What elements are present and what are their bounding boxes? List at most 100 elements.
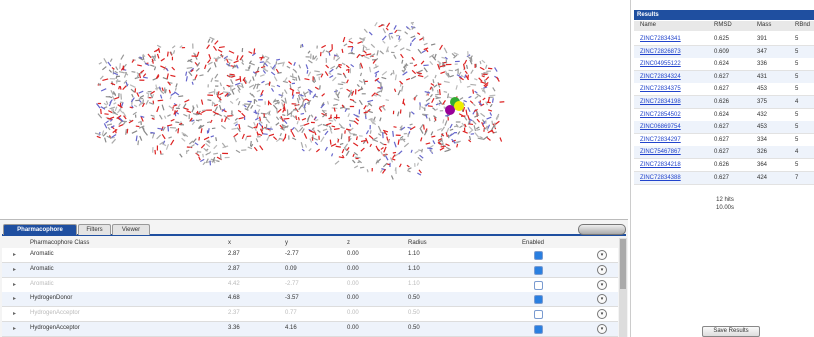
compound-link[interactable]: ZINC72826873 (640, 49, 681, 55)
atom-bond (155, 150, 156, 154)
row-menu-button[interactable]: ▾ (597, 280, 607, 290)
atom-bond (383, 163, 387, 167)
atom-bond (330, 140, 331, 145)
atom-bond (441, 146, 446, 147)
atom-bond (389, 140, 390, 144)
atom-bond (428, 106, 433, 107)
atom-bond (161, 92, 163, 94)
atom-bond (210, 37, 215, 39)
atom-bond (257, 114, 258, 118)
results-cell: 5 (795, 124, 798, 130)
compound-link[interactable]: ZINC04955122 (640, 61, 681, 67)
atom-bond (348, 95, 349, 98)
expand-icon[interactable]: ▸ (13, 251, 16, 258)
compound-link[interactable]: ZINC72834341 (640, 36, 681, 42)
atom-bond (238, 110, 241, 112)
atom-bond (448, 97, 453, 98)
atom-bond (344, 44, 347, 46)
enabled-checkbox[interactable] (534, 251, 543, 260)
results-cell: 0.627 (714, 86, 729, 92)
scrollbar[interactable] (619, 238, 627, 337)
atom-bond (393, 70, 394, 74)
atom-bond (405, 32, 408, 34)
expand-icon[interactable]: ▸ (13, 310, 16, 317)
atom-bond (370, 130, 371, 133)
atom-bond (480, 67, 484, 69)
results-cell: 0.626 (714, 99, 729, 105)
compound-link[interactable]: ZINC72854502 (640, 112, 681, 118)
atom-bond (250, 63, 255, 65)
expand-icon[interactable]: ▸ (13, 295, 16, 302)
atom-bond (214, 145, 217, 148)
atom-bond (157, 45, 161, 47)
atom-bond (360, 73, 361, 76)
tab[interactable]: Viewer (112, 224, 150, 235)
atom-bond (332, 126, 335, 127)
expand-icon[interactable]: ▸ (13, 281, 16, 288)
row-menu-button[interactable]: ▾ (597, 265, 607, 275)
atom-bond (475, 133, 479, 138)
atom-bond (121, 55, 124, 60)
atom-bond (391, 158, 393, 163)
compound-link[interactable]: ZINC72834388 (640, 175, 681, 181)
save-results-button[interactable]: Save Results (702, 326, 760, 337)
atom-bond (356, 118, 359, 121)
atom-bond (469, 130, 473, 134)
compound-link[interactable]: ZINC72834218 (640, 162, 681, 168)
expand-icon[interactable]: ▸ (13, 325, 16, 332)
panel-button[interactable] (578, 224, 626, 235)
atom-bond (102, 79, 108, 80)
atom-bond (341, 82, 345, 83)
compound-link[interactable]: ZINC06869754 (640, 124, 681, 130)
row-menu-button[interactable]: ▾ (597, 250, 607, 260)
atom-bond (353, 101, 356, 103)
atom-bond (295, 128, 299, 132)
atom-bond (231, 79, 233, 84)
atom-bond (459, 72, 461, 75)
tab[interactable]: Pharmacophore (3, 224, 77, 235)
atom-bond (349, 38, 352, 40)
enabled-checkbox[interactable] (534, 310, 543, 319)
atom-bond (442, 144, 445, 146)
atom-bond (292, 79, 295, 80)
atom-bond (315, 120, 318, 121)
atom-bond (157, 106, 159, 112)
atom-bond (422, 50, 426, 52)
atom-bond (228, 59, 232, 61)
atom-bond (364, 56, 369, 58)
compound-link[interactable]: ZINC72834324 (640, 74, 681, 80)
atom-bond (267, 135, 270, 140)
atom-bond (211, 78, 213, 82)
enabled-checkbox[interactable] (534, 325, 543, 334)
compound-link[interactable]: ZINC72834198 (640, 99, 681, 105)
row-menu-button[interactable]: ▾ (597, 324, 607, 334)
atom-bond (421, 107, 424, 109)
tab[interactable]: Filters (78, 224, 111, 235)
atom-bond (399, 151, 402, 154)
cell: 0.00 (347, 295, 359, 301)
enabled-checkbox[interactable] (534, 266, 543, 275)
compound-link[interactable]: ZINC75467867 (640, 149, 681, 155)
atom-bond (366, 54, 372, 55)
atom-bond (215, 74, 218, 78)
cell: -2.77 (285, 281, 299, 287)
atom-bond (465, 71, 467, 74)
atom-bond (161, 95, 162, 99)
atom-bond (338, 65, 341, 66)
compound-link[interactable]: ZINC72834297 (640, 137, 681, 143)
cell: -2.77 (285, 251, 299, 257)
atom-bond (195, 75, 197, 79)
atom-bond (401, 54, 404, 58)
atom-bond (139, 91, 144, 93)
expand-icon[interactable]: ▸ (13, 266, 16, 273)
enabled-checkbox[interactable] (534, 281, 543, 290)
compound-link[interactable]: ZINC72834375 (640, 86, 681, 92)
atom-bond (140, 136, 142, 141)
enabled-checkbox[interactable] (534, 295, 543, 304)
atom-bond (402, 86, 403, 92)
atom-bond (203, 162, 205, 165)
atom-bond (140, 96, 144, 98)
atom-bond (500, 138, 502, 142)
column-header: y (285, 239, 288, 248)
molecule-viewer[interactable] (0, 0, 628, 218)
